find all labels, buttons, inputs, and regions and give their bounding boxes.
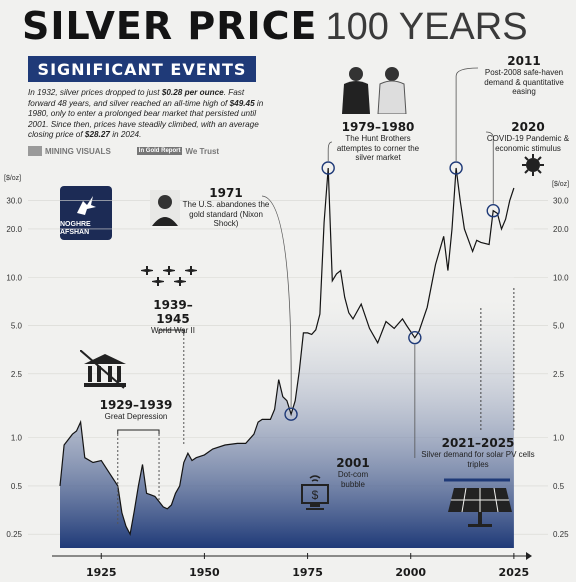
in-gold-tag: In Gold Report <box>136 147 183 155</box>
y-tick-label-left: 2.5 <box>11 370 23 379</box>
mining-visuals-logo: MINING VISUALS <box>28 146 111 156</box>
annotation-1979: 1979–1980 The Hunt Brothers attemptes to… <box>332 120 424 163</box>
nixon-portrait-icon <box>150 190 180 226</box>
title-sub: 100 YEARS <box>325 6 528 48</box>
y-axis-label-left: [$/oz] <box>4 175 21 182</box>
computer-dollar-icon: $ <box>301 475 329 510</box>
price-line <box>59 167 515 537</box>
y-tick-label-right: 5.0 <box>553 322 565 331</box>
intro-bold-1: $0.28 per ounce <box>161 88 224 97</box>
mining-visuals-text: MINING VISUALS <box>45 146 111 156</box>
logo-row: MINING VISUALS In Gold Report We Trust <box>28 146 219 156</box>
y-tick-label-left: 20.0 <box>6 225 22 234</box>
ticks-layer: 0.25 0.25 0.5 0.5 1.0 1.0 2.5 2.5 5.0 5.0 10.0 10.0… <box>6 197 569 579</box>
annotation-2011-text: Post-2008 safe-haven demand & quantitati… <box>484 68 564 96</box>
y-tick-label-right: 0.25 <box>553 530 569 539</box>
y-tick-label-left: 10.0 <box>6 273 22 282</box>
annotation-1939: 1939–1945 World War II <box>138 298 208 336</box>
leader-2011 <box>455 67 479 161</box>
intro-text-2: . Fast forward 48 years, and silver reac… <box>28 88 245 108</box>
x-tick-label: 2000 <box>395 566 426 579</box>
annotation-2021-text: Silver demand for solar PV cells triples <box>421 450 535 469</box>
y-tick-label-left: 5.0 <box>11 322 23 331</box>
significant-events-banner: SIGNIFICANT EVENTS <box>28 56 256 82</box>
annotation-1939-year: 1939–1945 <box>153 298 193 326</box>
bank-building-icon <box>80 350 126 389</box>
price-area <box>60 168 514 548</box>
hunt-brothers-icon <box>342 67 407 114</box>
title-main: SILVER PRICE <box>22 4 318 48</box>
bracket-1929 <box>117 429 160 434</box>
sponsor-text: NOGHRE AFSHAN <box>60 221 91 236</box>
annotation-leaders <box>117 67 515 524</box>
in-gold-we-trust-logo: In Gold Report We Trust <box>136 146 220 156</box>
leader-2020 <box>485 131 494 204</box>
annotation-1939-text: World War II <box>150 326 195 335</box>
x-tick-label: 1975 <box>292 566 323 579</box>
annotation-2020: 2020 COVID-19 Pandemic & economic stimul… <box>484 120 572 153</box>
x-tick-label: 1950 <box>189 566 220 579</box>
annotation-2020-text: COVID-19 Pandemic & economic stimulus <box>486 134 570 153</box>
annotation-1929-text: Great Depression <box>104 412 168 421</box>
annotation-2001: 2001 Dot-com bubble <box>328 456 378 489</box>
y-tick-label-right: 30.0 <box>553 197 569 206</box>
mining-visuals-icon <box>28 146 42 156</box>
airplanes-icon <box>141 266 197 286</box>
solar-panel-icon <box>448 487 512 527</box>
annotation-1971: 1971 The U.S. abandones the gold standar… <box>182 186 270 229</box>
y-tick-label-left: 1.0 <box>11 434 23 443</box>
annotation-2021-year: 2021–2025 <box>441 436 515 450</box>
annotation-2011: 2011 Post-2008 safe-haven demand & quant… <box>478 54 570 97</box>
annotation-1929-year: 1929–1939 <box>99 398 173 412</box>
in-gold-text: We Trust <box>185 146 220 156</box>
bracket-1939 <box>158 329 185 334</box>
intro-text-1: In 1932, silver prices dropped to just <box>28 88 162 97</box>
y-tick-label-right: 2.5 <box>553 370 565 379</box>
marker-2001 <box>408 330 422 345</box>
noghre-afshan-logo: NOGHRE AFSHAN <box>60 186 112 240</box>
x-tick-label: 1925 <box>86 566 117 579</box>
svg-text:$: $ <box>312 488 319 502</box>
marker-2020 <box>486 204 500 218</box>
intro-text-4: in 2024. <box>109 130 142 139</box>
intro-bold-3: $28.27 <box>84 130 110 139</box>
y-tick-label-left: 0.25 <box>6 530 22 539</box>
y-tick-label-right: 20.0 <box>553 225 569 234</box>
intro-bold-2: $49.45 <box>229 98 255 108</box>
annotation-1929: 1929–1939 Great Depression <box>88 398 184 422</box>
x-tick-label: 2025 <box>499 566 530 579</box>
y-axis-label-right: [$/oz] <box>552 181 569 188</box>
annotation-1971-text: The U.S. abandones the gold standard (Ni… <box>182 200 270 228</box>
annotation-2021: 2021–2025 Silver demand for solar PV cel… <box>416 436 540 469</box>
annotation-2011-year: 2011 <box>507 54 541 68</box>
y-tick-label-left: 0.5 <box>11 482 23 491</box>
annotation-2001-text: Dot-com bubble <box>337 470 369 489</box>
annotation-1979-text: The Hunt Brothers attemptes to corner th… <box>336 134 420 162</box>
annotation-1971-year: 1971 <box>209 186 243 200</box>
leader-1980 <box>327 141 333 161</box>
annotation-2001-year: 2001 <box>336 456 370 470</box>
marker-1971 <box>284 407 298 421</box>
y-tick-label-right: 0.5 <box>553 482 565 491</box>
chart-title: SILVER PRICE 100 YEARS <box>22 4 528 49</box>
intro-text-3: in 1980, only to enter a prolonged bear … <box>28 98 264 140</box>
y-tick-label-right: 10.0 <box>553 273 569 282</box>
y-tick-label-left: 30.0 <box>6 197 22 206</box>
intro-paragraph: In 1932, silver prices dropped to just $… <box>28 88 268 141</box>
y-tick-label-right: 1.0 <box>553 434 565 443</box>
marker-2011 <box>449 161 463 175</box>
annotation-2020-year: 2020 <box>511 120 545 134</box>
marker-1980 <box>321 161 335 175</box>
leader-1971 <box>261 195 292 408</box>
virus-icon <box>522 154 544 176</box>
x-axis-arrow <box>526 552 532 560</box>
annotation-1979-year: 1979–1980 <box>341 120 415 134</box>
